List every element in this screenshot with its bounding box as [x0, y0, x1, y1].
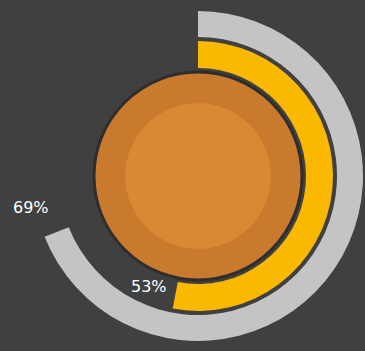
svg-text:69%: 69%	[13, 198, 49, 217]
svg-text:53%: 53%	[131, 277, 167, 296]
